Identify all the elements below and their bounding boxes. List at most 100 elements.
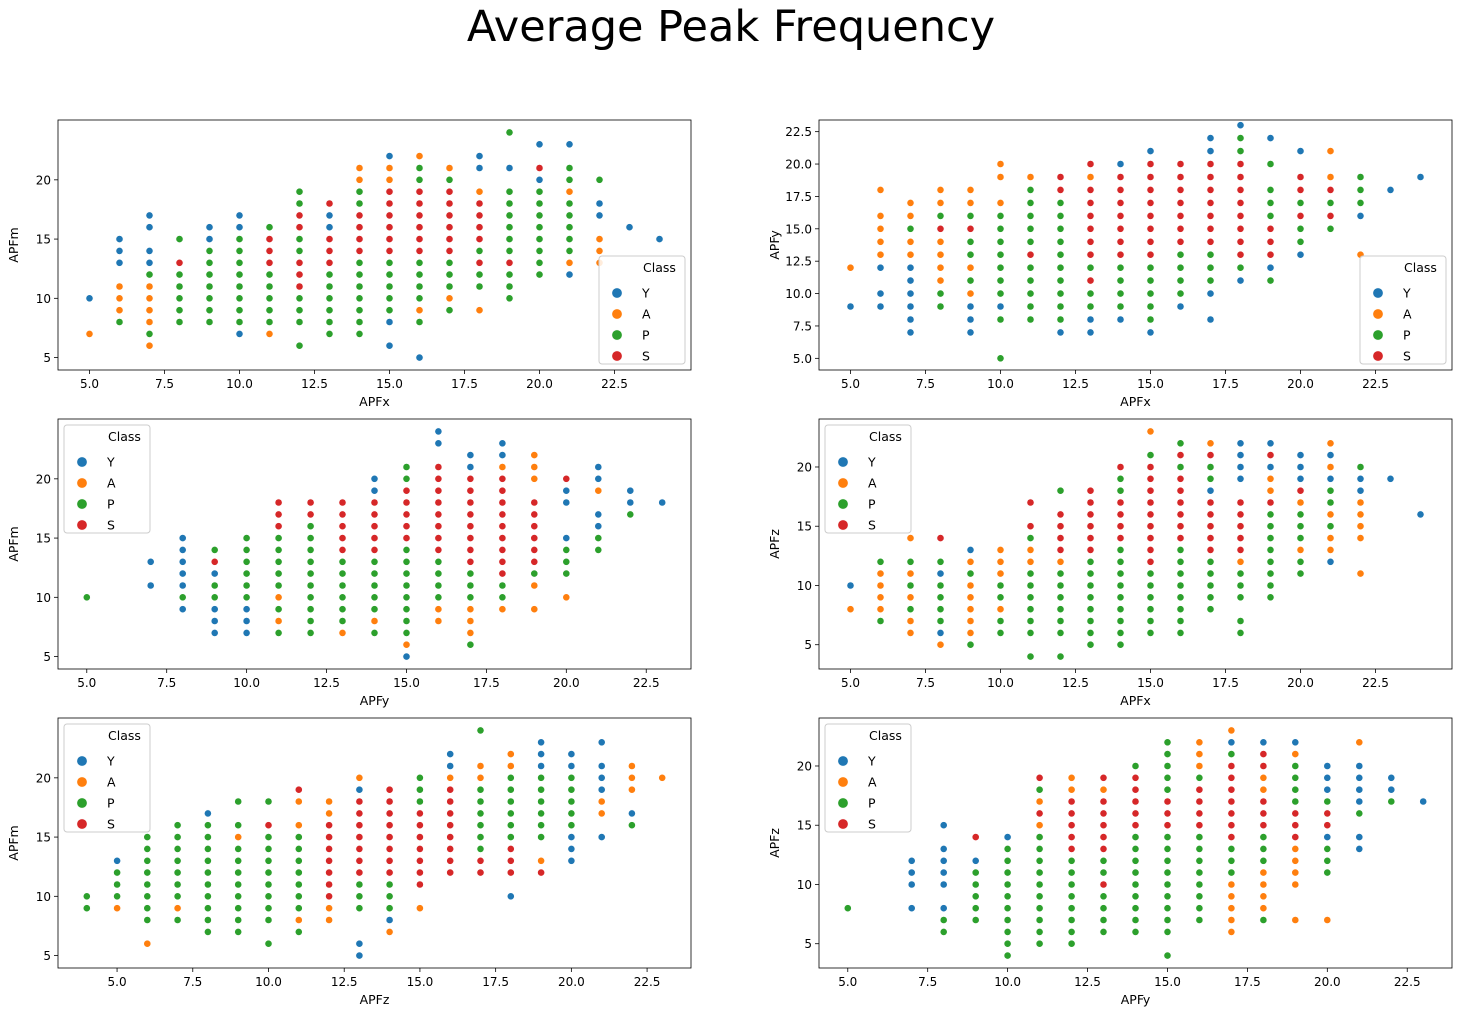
point-a bbox=[876, 569, 885, 578]
point-p bbox=[1176, 605, 1185, 614]
point-s bbox=[1146, 486, 1155, 495]
point-s bbox=[1131, 809, 1140, 818]
point-s bbox=[1056, 185, 1065, 194]
point-y bbox=[907, 880, 916, 889]
point-p bbox=[906, 581, 915, 590]
point-p bbox=[971, 904, 980, 913]
legend-marker-a bbox=[1372, 308, 1384, 320]
point-p bbox=[234, 928, 243, 936]
point-a bbox=[1227, 892, 1236, 901]
point-p bbox=[415, 294, 424, 303]
point-p bbox=[1266, 185, 1275, 194]
point-p bbox=[1086, 263, 1095, 272]
point-p bbox=[498, 593, 507, 602]
point-y bbox=[537, 750, 545, 758]
point-p bbox=[1146, 315, 1155, 324]
point-a bbox=[466, 617, 475, 625]
point-p bbox=[1296, 534, 1305, 542]
point-s bbox=[446, 833, 455, 841]
x-tick-label: 15.0 bbox=[1137, 676, 1164, 690]
point-p bbox=[306, 629, 315, 637]
point-p bbox=[1026, 185, 1035, 194]
point-s bbox=[385, 833, 394, 841]
point-s bbox=[1206, 224, 1215, 233]
point-p bbox=[466, 581, 475, 590]
point-y bbox=[446, 750, 455, 758]
point-y bbox=[567, 750, 576, 758]
point-y bbox=[1291, 738, 1300, 747]
point-s bbox=[370, 534, 379, 542]
point-p bbox=[145, 329, 154, 338]
y-tick-label: 20.0 bbox=[785, 158, 812, 172]
point-a bbox=[1326, 463, 1335, 471]
point-s bbox=[1099, 821, 1108, 830]
point-s bbox=[1086, 522, 1095, 531]
point-p bbox=[1206, 263, 1215, 272]
x-tick-label: 10.0 bbox=[255, 975, 282, 989]
point-a bbox=[936, 276, 945, 285]
point-a bbox=[966, 289, 975, 298]
point-y bbox=[1236, 451, 1245, 459]
point-s bbox=[1146, 237, 1155, 246]
point-p bbox=[242, 593, 251, 602]
point-s bbox=[415, 868, 424, 877]
point-p bbox=[1291, 762, 1300, 770]
point-p bbox=[325, 270, 334, 279]
point-y bbox=[402, 652, 411, 661]
point-p bbox=[1163, 951, 1172, 960]
point-s bbox=[325, 246, 334, 255]
legend-marker-y bbox=[611, 287, 623, 299]
point-y bbox=[565, 140, 574, 149]
point-p bbox=[1163, 845, 1172, 853]
point-y bbox=[907, 904, 916, 913]
point-p bbox=[1056, 289, 1065, 298]
point-p bbox=[415, 270, 424, 279]
point-p bbox=[415, 773, 424, 782]
point-s bbox=[385, 856, 394, 865]
y-tick-label: 10 bbox=[797, 579, 812, 593]
point-a bbox=[338, 629, 347, 637]
point-s bbox=[1206, 522, 1215, 531]
point-p bbox=[445, 282, 454, 291]
point-s bbox=[1086, 276, 1095, 285]
point-p bbox=[235, 246, 244, 255]
point-p bbox=[506, 797, 515, 806]
point-p bbox=[385, 270, 394, 279]
point-s bbox=[1266, 237, 1275, 246]
point-s bbox=[1176, 534, 1185, 542]
point-s bbox=[385, 187, 394, 196]
point-p bbox=[505, 270, 514, 279]
point-p bbox=[506, 785, 515, 794]
point-p bbox=[1026, 617, 1035, 625]
point-p bbox=[1323, 797, 1332, 806]
point-a bbox=[498, 463, 507, 471]
point-p bbox=[1236, 593, 1245, 602]
point-a bbox=[1356, 510, 1365, 519]
legend-entry-a: A bbox=[868, 476, 877, 491]
point-s bbox=[1035, 809, 1044, 818]
point-y bbox=[434, 439, 443, 448]
point-s bbox=[1086, 486, 1095, 495]
point-a bbox=[506, 762, 515, 770]
legend-title: Class bbox=[869, 728, 902, 743]
point-y bbox=[385, 341, 394, 350]
legend-entry-p: P bbox=[1403, 328, 1411, 343]
point-p bbox=[1131, 762, 1140, 770]
legend-entry-a: A bbox=[642, 307, 651, 322]
point-a bbox=[1026, 173, 1035, 181]
legend-marker-a bbox=[837, 477, 849, 489]
point-a bbox=[996, 557, 1005, 566]
point-p bbox=[355, 258, 364, 267]
point-s bbox=[306, 498, 315, 507]
point-p bbox=[1291, 785, 1300, 794]
point-y bbox=[1416, 510, 1425, 519]
point-s bbox=[505, 258, 514, 267]
point-p bbox=[178, 593, 187, 602]
x-tick-label: 5.0 bbox=[108, 975, 127, 989]
point-s bbox=[446, 785, 455, 794]
point-p bbox=[1086, 593, 1095, 602]
point-p bbox=[203, 916, 212, 924]
point-p bbox=[1176, 250, 1185, 259]
point-p bbox=[505, 246, 514, 255]
